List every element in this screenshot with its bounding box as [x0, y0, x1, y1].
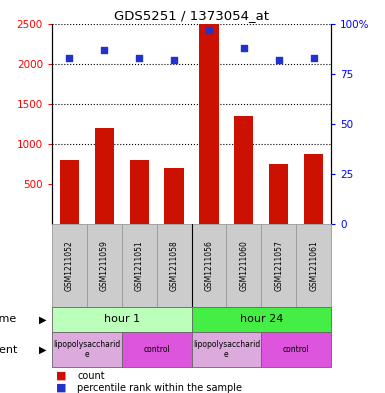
Point	[206, 26, 212, 33]
Text: GSM1211052: GSM1211052	[65, 240, 74, 291]
Point	[171, 57, 177, 63]
Bar	[157, 224, 192, 307]
Text: GSM1211059: GSM1211059	[100, 240, 109, 291]
Text: count: count	[77, 371, 105, 381]
Point	[101, 46, 107, 53]
Point	[276, 57, 282, 63]
Point	[66, 55, 72, 61]
Text: ■: ■	[56, 383, 66, 393]
Text: GSM1211060: GSM1211060	[239, 240, 248, 291]
Bar	[122, 224, 157, 307]
Title: GDS5251 / 1373054_at: GDS5251 / 1373054_at	[114, 9, 269, 22]
Bar	[192, 307, 331, 332]
Text: control: control	[143, 345, 170, 354]
Bar	[52, 307, 192, 332]
Bar	[234, 116, 253, 224]
Bar	[192, 332, 261, 367]
Bar	[95, 128, 114, 224]
Point	[311, 55, 317, 61]
Bar	[226, 224, 261, 307]
Text: GSM1211061: GSM1211061	[309, 240, 318, 291]
Text: GSM1211056: GSM1211056	[204, 240, 214, 291]
Bar	[296, 224, 331, 307]
Bar	[87, 224, 122, 307]
Text: percentile rank within the sample: percentile rank within the sample	[77, 383, 242, 393]
Text: control: control	[283, 345, 310, 354]
Text: ▶: ▶	[38, 314, 46, 324]
Bar	[261, 332, 331, 367]
Bar	[122, 332, 192, 367]
Bar	[130, 160, 149, 224]
Bar	[269, 164, 288, 224]
Bar	[304, 154, 323, 224]
Text: ■: ■	[56, 371, 66, 381]
Text: hour 24: hour 24	[239, 314, 283, 324]
Bar	[261, 224, 296, 307]
Text: hour 1: hour 1	[104, 314, 140, 324]
Bar	[192, 224, 226, 307]
Bar	[52, 224, 87, 307]
Text: time: time	[0, 314, 17, 324]
Text: ▶: ▶	[38, 345, 46, 355]
Bar	[52, 332, 122, 367]
Text: lipopolysaccharid
e: lipopolysaccharid e	[53, 340, 121, 360]
Bar	[60, 160, 79, 224]
Point	[241, 44, 247, 51]
Text: GSM1211057: GSM1211057	[274, 240, 283, 291]
Bar	[164, 168, 184, 224]
Point	[136, 55, 142, 61]
Text: GSM1211058: GSM1211058	[169, 240, 179, 291]
Text: GSM1211051: GSM1211051	[135, 240, 144, 291]
Text: agent: agent	[0, 345, 17, 355]
Bar	[199, 24, 219, 224]
Text: lipopolysaccharid
e: lipopolysaccharid e	[193, 340, 260, 360]
